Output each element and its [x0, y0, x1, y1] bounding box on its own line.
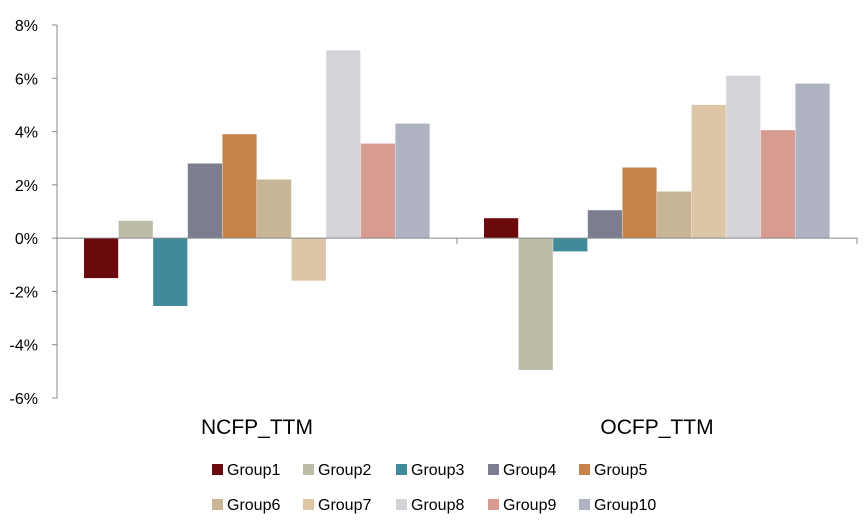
bar-group8-ncfp_ttm — [326, 50, 361, 239]
bar-group9-ocfp_ttm — [760, 130, 795, 239]
legend-label: Group5 — [594, 462, 647, 479]
legend-label: Group10 — [594, 497, 656, 514]
y-axis-ticks: -6% -4% -2% 0% 2% 4% 6% 8% — [10, 18, 57, 408]
y-tick-label: 4% — [15, 125, 38, 142]
bar-group2-ocfp_ttm — [518, 238, 553, 370]
bars-group — [84, 50, 830, 370]
category-labels: NCFP_TTM OCFP_TTM — [201, 416, 714, 439]
axes-group — [56, 25, 858, 398]
y-tick-label: 8% — [15, 18, 38, 35]
legend-swatch — [579, 464, 590, 475]
y-tick-label: 6% — [15, 71, 38, 88]
legend-swatch — [396, 464, 407, 475]
y-tick-label: 2% — [15, 178, 38, 195]
bar-group4-ocfp_ttm — [587, 210, 622, 239]
bar-group9-ncfp_ttm — [360, 143, 395, 239]
bar-group8-ocfp_ttm — [726, 75, 761, 239]
bar-group3-ncfp_ttm — [153, 238, 188, 306]
bar-group10-ncfp_ttm — [395, 123, 430, 239]
legend-label: Group1 — [227, 462, 280, 479]
y-tick-label: -2% — [10, 284, 38, 301]
bar-group7-ncfp_ttm — [291, 238, 326, 281]
bar-group6-ncfp_ttm — [257, 179, 292, 239]
x-category-label: NCFP_TTM — [201, 416, 313, 439]
legend: Group1 Group2 Group3 Group4 Group5 Group6 Grou… — [212, 462, 656, 514]
bar-group2-ncfp_ttm — [118, 220, 153, 239]
bar-group4-ncfp_ttm — [187, 163, 222, 239]
legend-label: Group7 — [318, 497, 371, 514]
bar-group7-ocfp_ttm — [691, 104, 726, 239]
legend-label: Group9 — [503, 497, 556, 514]
bar-group10-ocfp_ttm — [795, 83, 830, 239]
bar-group1-ncfp_ttm — [84, 238, 119, 279]
y-tick-label: -6% — [10, 391, 38, 408]
legend-label: Group3 — [411, 462, 464, 479]
bar-group5-ocfp_ttm — [622, 167, 657, 239]
legend-swatch — [212, 464, 223, 475]
legend-label: Group4 — [503, 462, 556, 479]
legend-swatch — [212, 499, 223, 510]
bar-group6-ocfp_ttm — [657, 191, 692, 239]
bar-group5-ncfp_ttm — [222, 134, 257, 239]
legend-label: Group2 — [318, 462, 371, 479]
y-tick-label: 0% — [15, 231, 38, 248]
legend-swatch — [488, 464, 499, 475]
x-category-label: OCFP_TTM — [600, 416, 713, 439]
legend-swatch — [579, 499, 590, 510]
legend-swatch — [303, 464, 314, 475]
bar-group1-ocfp_ttm — [484, 218, 519, 239]
legend-label: Group6 — [227, 497, 280, 514]
bar-group3-ocfp_ttm — [553, 238, 588, 252]
legend-swatch — [396, 499, 407, 510]
legend-swatch — [303, 499, 314, 510]
y-tick-label: -4% — [10, 338, 38, 355]
legend-label: Group8 — [411, 497, 464, 514]
legend-swatch — [488, 499, 499, 510]
